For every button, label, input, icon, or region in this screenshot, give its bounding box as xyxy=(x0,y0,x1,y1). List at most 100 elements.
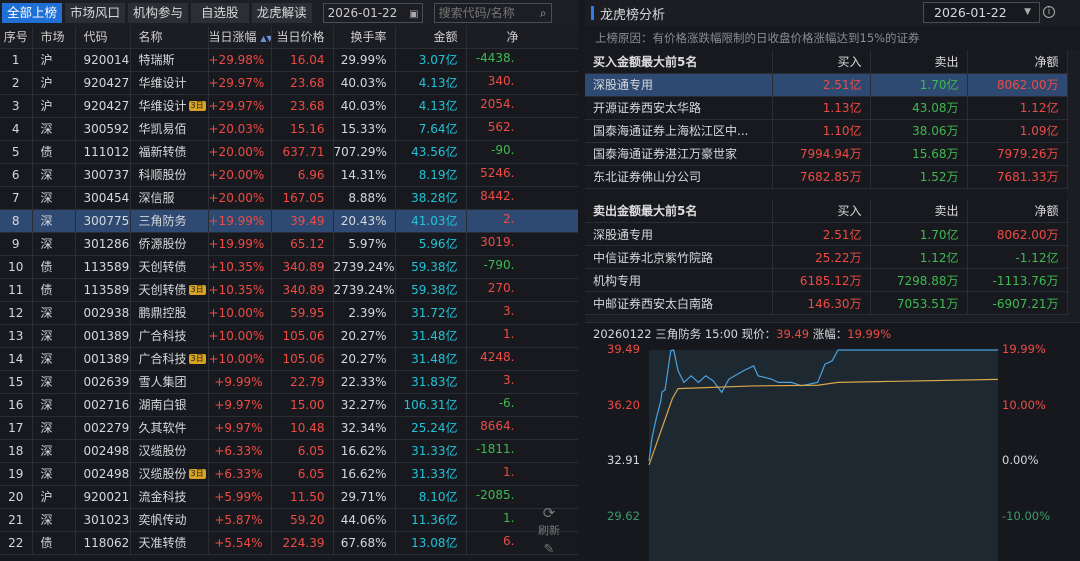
table-row[interactable]: 14 深 001389 广合科技 3日 +10.00% 105.06 20.27% 31.48亿… xyxy=(0,347,578,371)
analysis-panel: 龙虎榜分析 2026-01-22 ▼ i 上榜原因：有价格涨跌幅限制的日收盘价格涨… xyxy=(585,0,1080,561)
row-change: +29.97% xyxy=(208,94,272,118)
section-header: 卖出金额最大前5名 买入 卖出 净额 xyxy=(585,199,1068,223)
col-amount[interactable]: 金额 xyxy=(395,26,467,49)
refresh-button[interactable]: ⟳ 刷新 ✎ xyxy=(536,504,562,557)
col-index[interactable]: 序号 xyxy=(0,26,33,49)
col-net: 净额 xyxy=(967,50,1068,74)
row-code: 002498 xyxy=(75,439,131,463)
table-row[interactable]: 13 深 001389 广合科技 +10.00% 105.06 20.27% 31.48亿 1. xyxy=(0,324,578,348)
chart-plot xyxy=(648,349,999,561)
row-turnover: 16.62% xyxy=(333,439,396,463)
row-turnover: 8.88% xyxy=(333,186,396,210)
chart-change-label: 涨幅： xyxy=(812,327,848,341)
row-price: 23.68 xyxy=(271,94,334,118)
broker-row[interactable]: 东北证券佛山分公司 7682.85万 1.52万 7681.33万 xyxy=(585,165,1068,189)
row-name: 福新转债 xyxy=(130,140,209,164)
net-amount: 1.09亿 xyxy=(967,119,1068,143)
col-code[interactable]: 代码 xyxy=(75,26,131,49)
broker-row[interactable]: 中信证券北京紫竹院路 25.22万 1.12亿 -1.12亿 xyxy=(585,245,1068,269)
info-icon[interactable]: i xyxy=(1043,6,1055,18)
row-change: +9.97% xyxy=(208,393,272,417)
table-row[interactable]: 4 深 300592 华凯易佰 +20.03% 15.16 15.33% 7.64亿 562. xyxy=(0,117,578,141)
col-name[interactable]: 名称 xyxy=(130,26,209,49)
broker-name: 东北证券佛山分公司 xyxy=(585,165,773,189)
row-name: 流金科技 xyxy=(130,485,209,509)
row-market: 债 xyxy=(32,531,76,555)
row-market: 深 xyxy=(32,347,76,371)
chart-stock-name: 三角防务 xyxy=(655,327,702,341)
row-amount: 38.28亿 xyxy=(395,186,467,210)
tab-interpretation[interactable]: 龙虎解读 xyxy=(251,3,312,23)
broker-row[interactable]: 中邮证券西安太白南路 146.30万 7053.51万 -6907.21万 xyxy=(585,291,1068,315)
table-row[interactable]: 21 深 301023 奕帆传动 +5.87% 59.20 44.06% 11.36亿 1. xyxy=(0,508,578,532)
broker-row[interactable]: 国泰海通证券湛江万豪世家 7994.94万 15.68万 7979.26万 xyxy=(585,142,1068,166)
tab-watchlist[interactable]: 自选股 xyxy=(191,3,249,23)
broker-row[interactable]: 国泰海通证券上海松江区中... 1.10亿 38.06万 1.09亿 xyxy=(585,119,1068,143)
tab-market-trend[interactable]: 市场风口 xyxy=(65,3,126,23)
col-price[interactable]: 当日价格 xyxy=(271,26,334,49)
row-price: 39.49 xyxy=(271,209,334,233)
tab-all[interactable]: 全部上榜 xyxy=(2,3,63,23)
row-turnover: 15.33% xyxy=(333,117,396,141)
row-code: 300592 xyxy=(75,117,131,141)
row-price: 6.05 xyxy=(271,439,334,463)
table-row[interactable]: 3 沪 920427 华维设计 3日 +29.97% 23.68 40.03% 4.13亿 205… xyxy=(0,94,578,118)
row-price: 65.12 xyxy=(271,232,334,256)
sell-top5-table: 卖出金额最大前5名 买入 卖出 净额 深股通专用 2.51亿 1.70亿 8062.00万 中信… xyxy=(585,199,1068,315)
row-amount: 13.08亿 xyxy=(395,531,467,555)
y-left-tick: 29.62 xyxy=(607,509,640,523)
row-index: 15 xyxy=(0,370,33,394)
broker-row[interactable]: 机构专用 6185.12万 7298.88万 -1113.76万 xyxy=(585,268,1068,292)
row-net-value: 270. xyxy=(487,281,515,295)
table-row[interactable]: 15 深 002639 雪人集团 +9.99% 22.79 22.33% 31.83亿 3. xyxy=(0,370,578,394)
col-buy: 买入 xyxy=(772,199,871,223)
row-market: 沪 xyxy=(32,71,76,95)
row-code: 300737 xyxy=(75,163,131,187)
table-row[interactable]: 11 债 113589 天创转债 3日 +10.35% 340.89 2739.24% 59.3… xyxy=(0,278,578,302)
table-row[interactable]: 1 沪 920014 特瑞斯 +29.98% 16.04 29.99% 3.07亿 -4438. xyxy=(0,48,578,72)
table-row[interactable]: 8 深 300775 三角防务 +19.99% 39.49 20.43% 41.03亿 2. xyxy=(0,209,578,233)
col-turnover[interactable]: 换手率 xyxy=(333,26,396,49)
sell-amount: 1.52万 xyxy=(870,165,968,189)
table-row[interactable]: 10 债 113589 天创转债 +10.35% 340.89 2739.24% 59.38亿… xyxy=(0,255,578,279)
sell-amount: 7298.88万 xyxy=(870,268,968,292)
row-change: +5.99% xyxy=(208,485,272,509)
broker-row[interactable]: 开源证券西安太华路 1.13亿 43.08万 1.12亿 xyxy=(585,96,1068,120)
table-row[interactable]: 6 深 300737 科顺股份 +20.00% 6.96 14.31% 8.19亿 5246. xyxy=(0,163,578,187)
row-amount: 7.64亿 xyxy=(395,117,467,141)
table-row[interactable]: 22 债 118062 天准转债 +5.54% 224.39 67.68% 13.08亿 6. xyxy=(0,531,578,555)
row-index: 5 xyxy=(0,140,33,164)
date-picker[interactable]: 2026-01-22 ▣ xyxy=(322,3,423,23)
table-row[interactable]: 16 深 002716 湖南白银 +9.97% 15.00 32.27% 106.31亿 -6. xyxy=(0,393,578,417)
row-index: 12 xyxy=(0,301,33,325)
broker-name: 中信证券北京紫竹院路 xyxy=(585,245,773,269)
table-row[interactable]: 18 深 002498 汉缆股份 +6.33% 6.05 16.62% 31.33亿 -1811… xyxy=(0,439,578,463)
table-row[interactable]: 5 债 111012 福新转债 +20.00% 637.71 707.29% 43.56亿 -9… xyxy=(0,140,578,164)
col-change[interactable]: 当日涨幅 ▲▼ xyxy=(208,26,272,49)
row-name: 天创转债 3日 xyxy=(130,278,209,302)
search-input[interactable]: 搜索代码/名称 ⌕ xyxy=(433,3,552,23)
row-code: 111012 xyxy=(75,140,131,164)
col-net[interactable]: 净 xyxy=(466,26,578,49)
table-row[interactable]: 20 沪 920021 流金科技 +5.99% 11.50 29.71% 8.10亿 -2085… xyxy=(0,485,578,509)
edit-icon[interactable]: ✎ xyxy=(543,542,555,557)
analysis-date-select[interactable]: 2026-01-22 ▼ xyxy=(923,2,1040,23)
broker-row[interactable]: 深股通专用 2.51亿 1.70亿 8062.00万 xyxy=(585,73,1068,97)
col-market[interactable]: 市场 xyxy=(32,26,76,49)
buy-amount: 146.30万 xyxy=(772,291,871,315)
tab-institution[interactable]: 机构参与 xyxy=(128,3,189,23)
row-net-value: -2085. xyxy=(475,488,515,502)
broker-row[interactable]: 深股通专用 2.51亿 1.70亿 8062.00万 xyxy=(585,222,1068,246)
row-price: 16.04 xyxy=(271,48,334,72)
table-row[interactable]: 17 深 002279 久其软件 +9.97% 10.48 32.34% 25.24亿 8664… xyxy=(0,416,578,440)
row-change: +20.00% xyxy=(208,140,272,164)
row-code: 920427 xyxy=(75,71,131,95)
table-row[interactable]: 19 深 002498 汉缆股份 3日 +6.33% 6.05 16.62% 31.33亿 1. xyxy=(0,462,578,486)
table-row[interactable]: 9 深 301286 侨源股份 +19.99% 65.12 5.97% 5.96亿 3019. xyxy=(0,232,578,256)
table-row[interactable]: 12 深 002938 鹏鼎控股 +10.00% 59.95 2.39% 31.72亿 3. xyxy=(0,301,578,325)
section-title: 买入金额最大前5名 xyxy=(585,50,773,74)
row-code: 113589 xyxy=(75,255,131,279)
row-code: 920021 xyxy=(75,485,131,509)
table-row[interactable]: 7 深 300454 深信服 +20.00% 167.05 8.88% 38.28亿 8442. xyxy=(0,186,578,210)
table-row[interactable]: 2 沪 920427 华维设计 +29.97% 23.68 40.03% 4.13亿 340. xyxy=(0,71,578,95)
